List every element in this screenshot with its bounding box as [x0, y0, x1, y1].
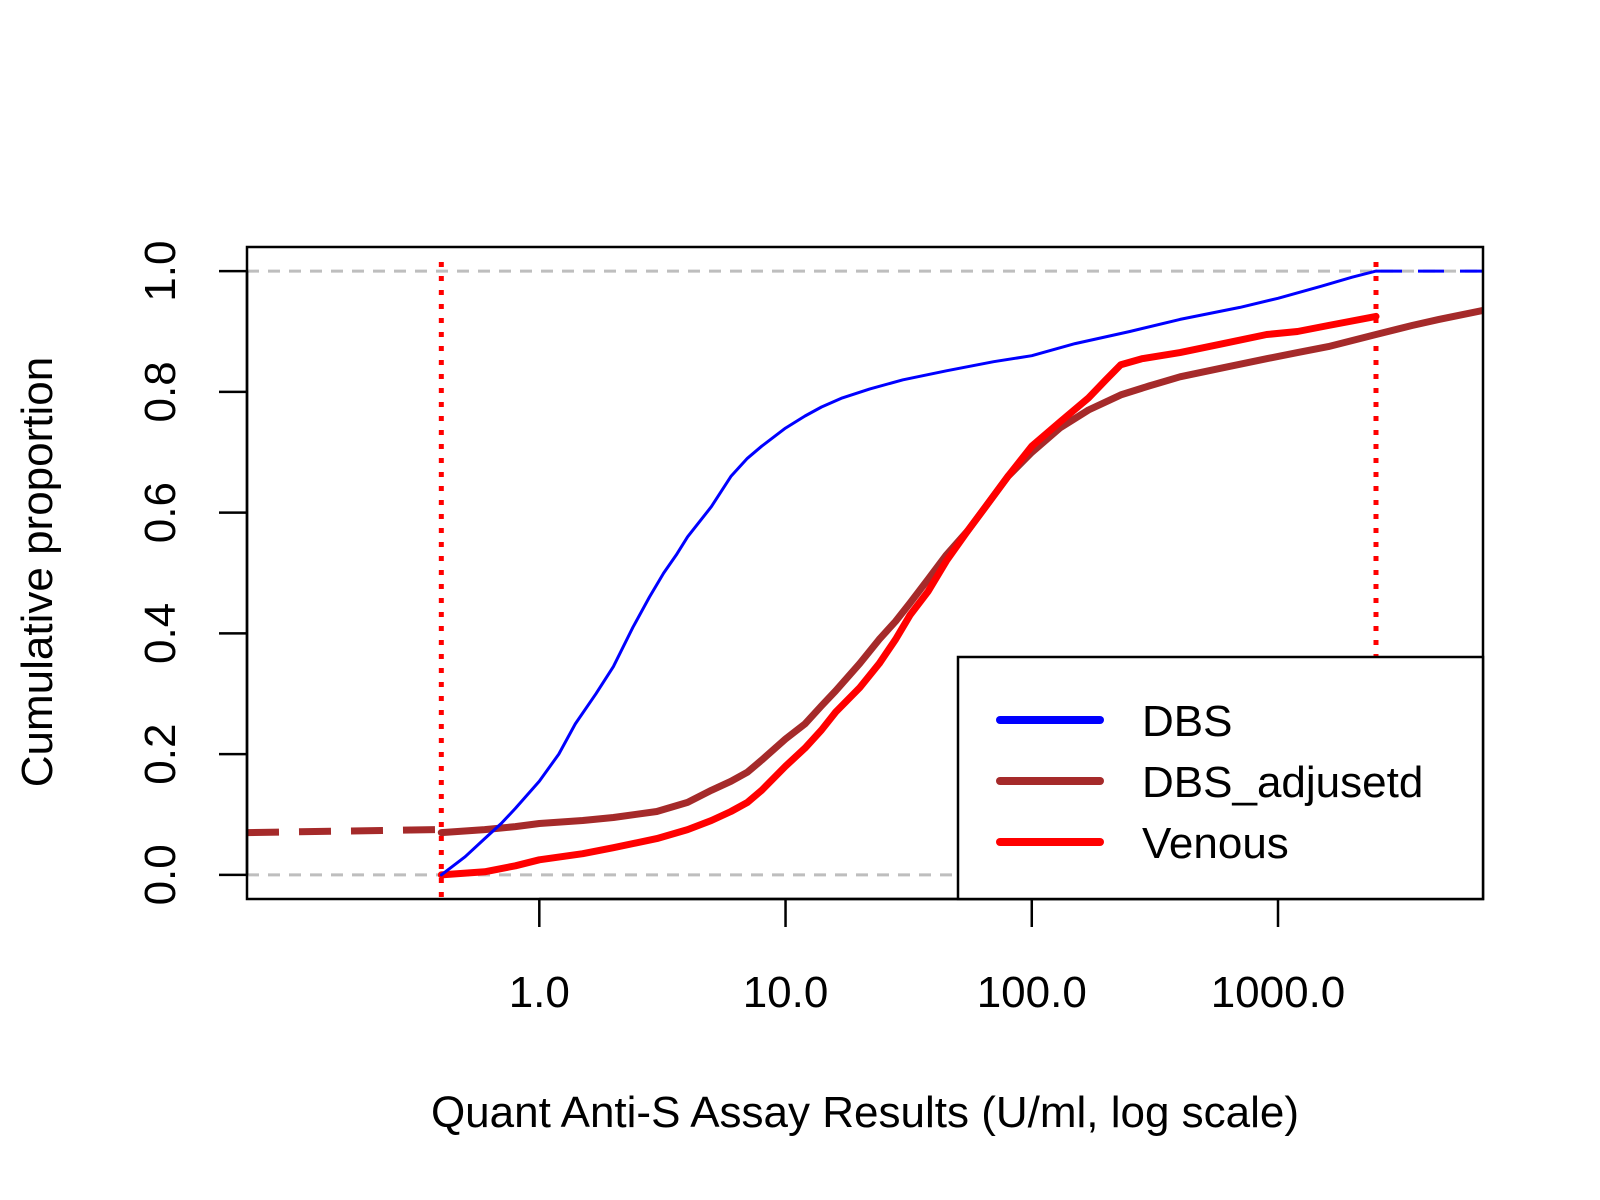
y-tick-label: 0.8	[136, 361, 185, 422]
x-tick-label: 100.0	[977, 968, 1087, 1017]
legend: DBS DBS_adjusetd Venous	[956, 655, 1485, 901]
series-line-dbs	[439, 269, 1378, 877]
legend-label-dbs: DBS	[1142, 697, 1232, 746]
y-axis: 0.0 0.2 0.4 0.6 0.8 1.0	[136, 241, 249, 905]
y-tick-label: 0.4	[136, 603, 185, 664]
x-tick-label: 1000.0	[1211, 968, 1346, 1017]
series-line-venous	[437, 312, 1380, 879]
legend-label-dbs-adjusetd: DBS_adjusetd	[1142, 758, 1423, 807]
series-line-dbs-adjusetd	[437, 306, 1483, 837]
x-axis: 1.0 10.0 100.0 1000.0	[509, 897, 1346, 1017]
y-tick-label: 0.6	[136, 482, 185, 543]
y-tick-label: 0.2	[136, 724, 185, 785]
series-lead-dbs-adjusetd	[247, 826, 442, 837]
series-layer	[247, 269, 1483, 879]
x-axis-title: Quant Anti-S Assay Results (U/ml, log sc…	[431, 1088, 1299, 1137]
y-tick-label: 1.0	[136, 241, 185, 302]
x-tick-label: 1.0	[509, 968, 570, 1017]
y-tick-label: 0.0	[136, 844, 185, 905]
legend-label-venous: Venous	[1142, 819, 1289, 868]
y-axis-title: Cumulative proportion	[13, 357, 62, 787]
x-tick-label: 10.0	[743, 968, 829, 1017]
